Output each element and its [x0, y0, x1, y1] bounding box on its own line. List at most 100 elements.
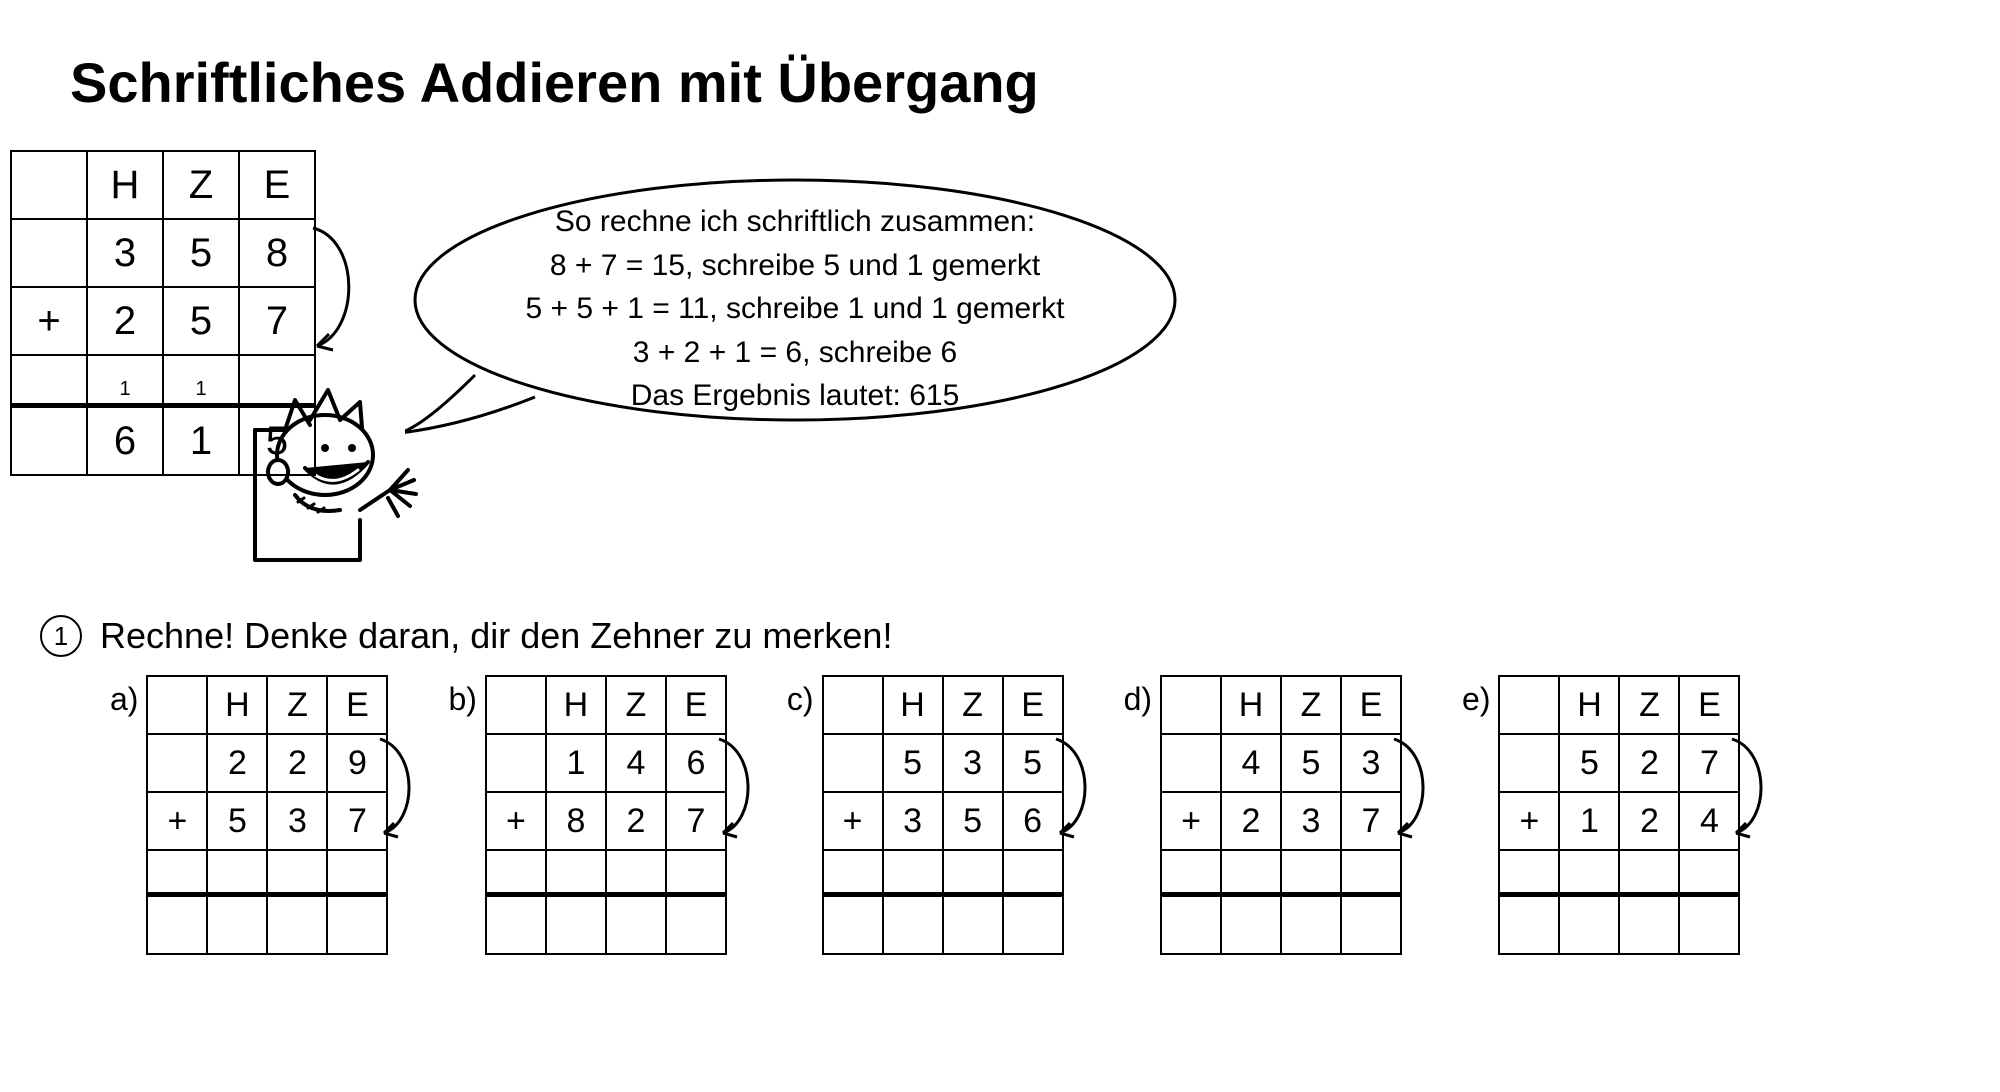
- cell: 3: [943, 734, 1003, 792]
- result-cell: [207, 895, 267, 955]
- exercise-addition-grid: HZE535+356: [822, 675, 1064, 955]
- cell: 4: [1221, 734, 1281, 792]
- exercise-addition-grid: HZE146+827: [485, 675, 727, 955]
- carry-cell: [943, 850, 1003, 895]
- result-cell: [1619, 895, 1679, 955]
- exercise-addition-grid: HZE453+237: [1160, 675, 1402, 955]
- cell: 3: [1281, 792, 1341, 850]
- carry-row: 1 1: [11, 355, 315, 406]
- bubble-line: 8 + 7 = 15, schreibe 5 und 1 gemerkt: [455, 244, 1135, 288]
- exercise-addition-grid: HZE229+537: [146, 675, 388, 955]
- example-addition-grid: H Z E 3 5 8 + 2 5 7 1: [10, 150, 316, 476]
- page-title: Schriftliches Addieren mit Übergang: [70, 50, 1930, 115]
- cell: 2: [1221, 792, 1281, 850]
- cell: 7: [327, 792, 387, 850]
- exercise-item: b)HZE146+827: [448, 675, 726, 955]
- col-header-E: E: [1679, 676, 1739, 734]
- exercise-item: a)HZE229+537: [110, 675, 388, 955]
- col-header-H: H: [87, 151, 163, 219]
- plus-sign: +: [823, 792, 883, 850]
- bubble-line: 5 + 5 + 1 = 11, schreibe 1 und 1 gemerkt: [455, 287, 1135, 331]
- cell: 5: [207, 792, 267, 850]
- result-cell: [1341, 895, 1401, 955]
- exercise-heading: 1 Rechne! Denke daran, dir den Zehner zu…: [40, 615, 1930, 657]
- result-cell: [1221, 895, 1281, 955]
- exercise-item-label: b): [448, 681, 476, 718]
- col-header-Z: Z: [943, 676, 1003, 734]
- carry-cell: [1619, 850, 1679, 895]
- explanation-section: So rechne ich schriftlich zusammen: 8 + …: [70, 145, 1930, 595]
- carry-cell: [1281, 850, 1341, 895]
- cell: 4: [606, 734, 666, 792]
- addend-row-1: 3 5 8: [11, 219, 315, 287]
- exercise-number: 1: [40, 615, 82, 657]
- result-cell: [883, 895, 943, 955]
- result-row: 6 1 5: [11, 406, 315, 476]
- cell: 5: [163, 287, 239, 355]
- exercise-item-label: a): [110, 681, 138, 718]
- col-header-H: H: [207, 676, 267, 734]
- cell: 5: [1281, 734, 1341, 792]
- carry-cell: 1: [87, 355, 163, 406]
- exercise-instruction: Rechne! Denke daran, dir den Zehner zu m…: [100, 615, 892, 657]
- cell: 5: [163, 219, 239, 287]
- col-header-E: E: [1341, 676, 1401, 734]
- cell: 2: [1619, 792, 1679, 850]
- bubble-line: So rechne ich schriftlich zusammen:: [455, 200, 1135, 244]
- carry-cell: [1221, 850, 1281, 895]
- exercise-item-label: e): [1462, 681, 1490, 718]
- cell: 1: [546, 734, 606, 792]
- addend-row-2: + 2 5 7: [11, 287, 315, 355]
- exercise-item-label: c): [787, 681, 814, 718]
- cell: 1: [1559, 792, 1619, 850]
- carry-cell: [207, 850, 267, 895]
- plus-sign: +: [486, 792, 546, 850]
- carry-cell: [546, 850, 606, 895]
- speech-bubble: So rechne ich schriftlich zusammen: 8 + …: [405, 175, 1185, 435]
- plus-sign: +: [1499, 792, 1559, 850]
- plus-sign: +: [11, 287, 87, 355]
- col-header-Z: Z: [606, 676, 666, 734]
- bubble-line: Das Ergebnis lautet: 615: [455, 374, 1135, 418]
- exercise-1: 1 Rechne! Denke daran, dir den Zehner zu…: [70, 615, 1930, 955]
- col-header-Z: Z: [1619, 676, 1679, 734]
- carry-cell: [883, 850, 943, 895]
- result-cell: [606, 895, 666, 955]
- carry-cell: 1: [163, 355, 239, 406]
- result-cell: [327, 895, 387, 955]
- cell: 2: [87, 287, 163, 355]
- carry-cell: [666, 850, 726, 895]
- cell: 3: [1341, 734, 1401, 792]
- carry-cell: [1679, 850, 1739, 895]
- cell: 5: [1003, 734, 1063, 792]
- cell: 3: [87, 219, 163, 287]
- col-header-H: H: [546, 676, 606, 734]
- plus-sign: +: [147, 792, 207, 850]
- cell: 5: [1559, 734, 1619, 792]
- col-header-H: H: [883, 676, 943, 734]
- cell: 2: [267, 734, 327, 792]
- carry-cell: [1003, 850, 1063, 895]
- result-cell: 6: [87, 406, 163, 476]
- carry-cell: [327, 850, 387, 895]
- speech-bubble-text: So rechne ich schriftlich zusammen: 8 + …: [455, 200, 1135, 418]
- result-cell: [666, 895, 726, 955]
- cell: 3: [267, 792, 327, 850]
- cell: 4: [1679, 792, 1739, 850]
- col-header-E: E: [666, 676, 726, 734]
- result-cell: [1281, 895, 1341, 955]
- col-header-H: H: [1221, 676, 1281, 734]
- grid-header-row: H Z E: [11, 151, 315, 219]
- cell: 2: [207, 734, 267, 792]
- cell: 7: [239, 287, 315, 355]
- col-header-Z: Z: [163, 151, 239, 219]
- col-header-E: E: [239, 151, 315, 219]
- result-cell: [1003, 895, 1063, 955]
- cell: 8: [546, 792, 606, 850]
- exercise-item-label: d): [1124, 681, 1152, 718]
- exercise-items-row: a)HZE229+537b)HZE146+827c)HZE535+356d)HZ…: [110, 675, 1930, 955]
- result-cell: [1559, 895, 1619, 955]
- cell: 7: [1679, 734, 1739, 792]
- cell: 2: [606, 792, 666, 850]
- result-cell: [267, 895, 327, 955]
